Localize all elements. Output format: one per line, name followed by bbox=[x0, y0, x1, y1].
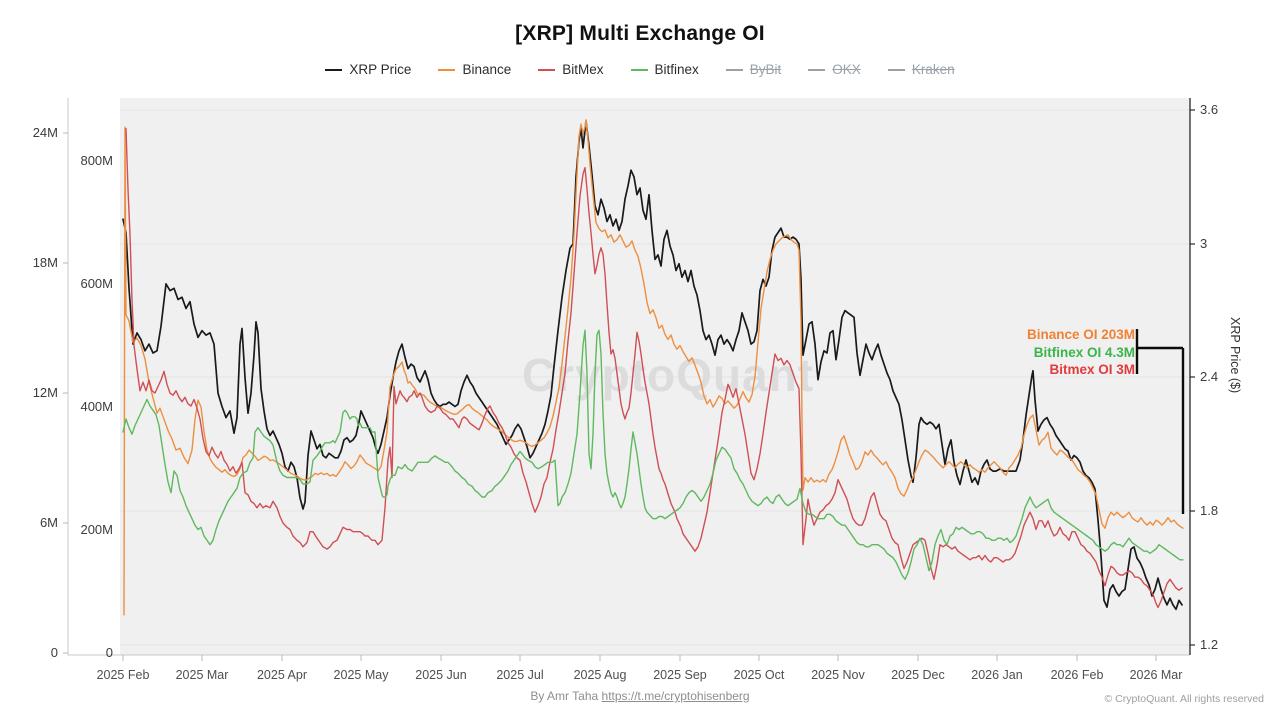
series-binance bbox=[123, 119, 1184, 616]
legend-label: ByBit bbox=[749, 62, 782, 77]
left-outer-tick-label: 24M bbox=[32, 125, 58, 140]
month-label: 2025 Mar bbox=[175, 668, 229, 682]
left-outer-tick-label: 0 bbox=[50, 645, 58, 660]
series-xrp-price bbox=[122, 120, 1183, 611]
right-tick-label: 1.8 bbox=[1200, 503, 1219, 518]
month-label: 2025 Feb bbox=[96, 668, 150, 682]
month-label: 2025 Sep bbox=[653, 668, 707, 682]
right-axis-title: XRP Price ($) bbox=[1228, 317, 1242, 394]
left-outer-tick-label: 18M bbox=[32, 255, 58, 270]
month-label: 2026 Feb bbox=[1050, 668, 1104, 682]
legend-marker-icon bbox=[887, 68, 905, 71]
legend-marker-icon bbox=[725, 68, 743, 71]
month-label: 2025 May bbox=[333, 668, 389, 682]
legend-label: Binance bbox=[462, 62, 512, 77]
right-tick-label: 3.6 bbox=[1200, 102, 1219, 117]
legend-label: Bitfinex bbox=[654, 62, 699, 77]
legend-marker-icon bbox=[630, 68, 648, 71]
left-inner-tick-label: 800M bbox=[80, 153, 113, 168]
left-inner-tick-label: 600M bbox=[80, 276, 113, 291]
legend-label: BitMex bbox=[562, 62, 604, 77]
legend-marker-icon bbox=[808, 68, 826, 71]
legend-marker-icon bbox=[325, 68, 343, 71]
left-outer-tick-label: 12M bbox=[32, 385, 58, 400]
legend-item-xrp-price[interactable]: XRP Price bbox=[325, 62, 411, 77]
attribution: By Amr Taha https://t.me/cryptohisenberg bbox=[0, 689, 1280, 703]
month-label: 2026 Jan bbox=[971, 668, 1023, 682]
series-bitfinex bbox=[122, 329, 1184, 580]
left-inner-tick-label: 0 bbox=[105, 645, 113, 660]
oi-annotation-line: Bitmex OI 3M bbox=[1049, 362, 1135, 377]
right-tick-label: 3 bbox=[1200, 236, 1208, 251]
month-label: 2026 Mar bbox=[1129, 668, 1183, 682]
legend-item-bitmex[interactable]: BitMex bbox=[538, 62, 604, 77]
legend-label: Kraken bbox=[911, 62, 955, 77]
oi-annotation-line: Bitfinex OI 4.3M bbox=[1033, 344, 1135, 360]
month-label: 2025 Nov bbox=[811, 668, 865, 682]
oi-annotation: Binance OI 203M Bitfinex OI 4.3M Bitmex OI… bbox=[1027, 326, 1135, 379]
attribution-link[interactable]: https://t.me/cryptohisenberg bbox=[601, 689, 750, 703]
copyright: © CryptoQuant. All rights reserved bbox=[1104, 693, 1264, 705]
month-label: 2025 Apr bbox=[256, 668, 308, 682]
annotation-bracket bbox=[1135, 329, 1185, 514]
series-bitmex bbox=[125, 127, 1183, 609]
page-title: [XRP] Multi Exchange OI bbox=[515, 22, 765, 45]
month-label: 2025 Dec bbox=[891, 668, 945, 682]
month-label: 2025 Jun bbox=[415, 668, 467, 682]
legend-marker-icon bbox=[438, 68, 456, 71]
left-inner-tick-label: 400M bbox=[80, 399, 113, 414]
oi-annotation-line: Binance OI 203M bbox=[1026, 327, 1135, 342]
right-tick-label: 1.2 bbox=[1200, 637, 1219, 652]
left-outer-tick-label: 6M bbox=[39, 515, 58, 530]
month-label: 2025 Jul bbox=[496, 668, 544, 682]
month-label: 2025 Aug bbox=[573, 668, 627, 682]
right-tick-label: 2.4 bbox=[1200, 369, 1219, 384]
left-inner-tick-label: 200M bbox=[80, 522, 113, 537]
legend: XRP Price Binance BitMex Bitfinex ByBit OKX Kr… bbox=[0, 62, 1280, 77]
legend-item-bitfinex[interactable]: Bitfinex bbox=[630, 62, 699, 77]
legend-marker-icon bbox=[538, 68, 556, 71]
legend-label: XRP Price bbox=[349, 62, 412, 77]
cryptoquant-watermark: CryptoQuant bbox=[522, 349, 814, 401]
legend-label: OKX bbox=[832, 62, 861, 77]
attribution-prefix: By Amr Taha bbox=[530, 689, 602, 703]
legend-item-okx[interactable]: OKX bbox=[808, 62, 861, 77]
month-label: 2025 Oct bbox=[733, 668, 785, 682]
legend-item-bybit[interactable]: ByBit bbox=[725, 62, 782, 77]
legend-item-binance[interactable]: Binance bbox=[438, 62, 511, 77]
legend-item-kraken[interactable]: Kraken bbox=[887, 62, 955, 77]
